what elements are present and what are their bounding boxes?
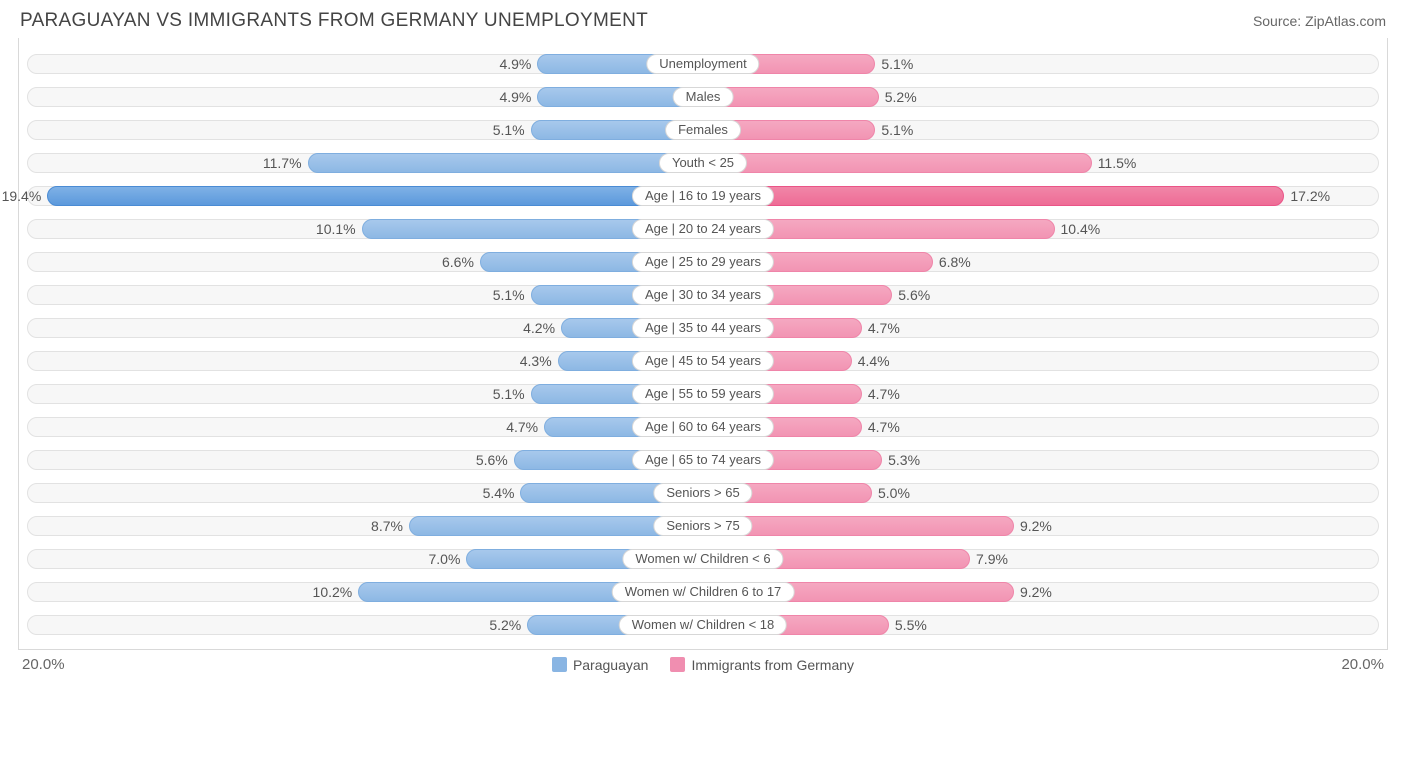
category-label: Age | 30 to 34 years (632, 285, 774, 305)
category-label: Age | 60 to 64 years (632, 417, 774, 437)
value-right: 6.8% (939, 252, 971, 272)
chart-row: 6.6% 6.8% Age | 25 to 29 years (27, 247, 1379, 277)
category-label: Seniors > 65 (653, 483, 752, 503)
value-right: 10.4% (1061, 219, 1101, 239)
chart-row: 5.6% 5.3% Age | 65 to 74 years (27, 445, 1379, 475)
chart-row: 10.1% 10.4% Age | 20 to 24 years (27, 214, 1379, 244)
value-right: 9.2% (1020, 516, 1052, 536)
chart-row: 19.4%17.2%Age | 16 to 19 years (27, 181, 1379, 211)
legend-item-right: Immigrants from Germany (670, 657, 854, 673)
value-left: 5.1% (493, 120, 525, 140)
value-left: 5.1% (493, 384, 525, 404)
value-right: 5.0% (878, 483, 910, 503)
legend-item-left: Paraguayan (552, 657, 649, 673)
category-label: Age | 16 to 19 years (632, 186, 774, 206)
bar-right (703, 153, 1092, 173)
value-right: 4.7% (868, 384, 900, 404)
category-label: Youth < 25 (659, 153, 747, 173)
category-label: Age | 65 to 74 years (632, 450, 774, 470)
axis-max-left: 20.0% (22, 656, 65, 673)
chart-row: 7.0% 7.9% Women w/ Children < 6 (27, 544, 1379, 574)
value-right: 4.7% (868, 417, 900, 437)
category-label: Women w/ Children < 6 (622, 549, 783, 569)
category-label: Age | 25 to 29 years (632, 252, 774, 272)
chart-row: 4.7% 4.7% Age | 60 to 64 years (27, 412, 1379, 442)
value-right: 5.1% (881, 120, 913, 140)
category-label: Age | 55 to 59 years (632, 384, 774, 404)
category-label: Females (665, 120, 741, 140)
chart-source: Source: ZipAtlas.com (1253, 13, 1386, 29)
legend-label-left: Paraguayan (573, 657, 649, 673)
chart-header: PARAGUAYAN VS IMMIGRANTS FROM GERMANY UN… (18, 10, 1388, 38)
category-label: Women w/ Children 6 to 17 (612, 582, 795, 602)
value-left: 4.2% (523, 318, 555, 338)
value-left: 10.2% (313, 582, 353, 602)
value-right: 4.7% (868, 318, 900, 338)
chart-row: 11.7% 11.5% Youth < 25 (27, 148, 1379, 178)
value-right: 5.1% (881, 54, 913, 74)
value-right: 11.5% (1098, 153, 1137, 173)
chart-row: 4.9% 5.1% Unemployment (27, 49, 1379, 79)
category-label: Seniors > 75 (653, 516, 752, 536)
category-label: Unemployment (646, 54, 759, 74)
value-left: 19.4% (2, 186, 42, 206)
category-label: Women w/ Children < 18 (619, 615, 787, 635)
value-right: 7.9% (976, 549, 1008, 569)
value-right: 5.3% (888, 450, 920, 470)
value-left: 6.6% (442, 252, 474, 272)
value-left: 4.7% (506, 417, 538, 437)
chart-row: 5.1% 5.6% Age | 30 to 34 years (27, 280, 1379, 310)
chart-title: PARAGUAYAN VS IMMIGRANTS FROM GERMANY UN… (20, 10, 648, 32)
legend-swatch-left (552, 657, 567, 672)
chart-row: 4.9% 5.2% Males (27, 82, 1379, 112)
bar-left (47, 186, 703, 206)
bar-left (308, 153, 703, 173)
legend-label-right: Immigrants from Germany (691, 657, 854, 673)
value-right: 5.6% (898, 285, 930, 305)
legend-swatch-right (670, 657, 685, 672)
value-right: 5.5% (895, 615, 927, 635)
chart-row: 5.2% 5.5% Women w/ Children < 18 (27, 610, 1379, 640)
category-label: Males (673, 87, 734, 107)
value-left: 5.4% (483, 483, 515, 503)
chart-row: 10.2% 9.2% Women w/ Children 6 to 17 (27, 577, 1379, 607)
value-left: 11.7% (263, 153, 302, 173)
value-left: 10.1% (316, 219, 356, 239)
value-left: 7.0% (428, 549, 460, 569)
value-left: 5.6% (476, 450, 508, 470)
bar-right (703, 186, 1284, 206)
chart-row: 8.7% 9.2% Seniors > 75 (27, 511, 1379, 541)
value-right: 9.2% (1020, 582, 1052, 602)
chart-row: 4.3% 4.4% Age | 45 to 54 years (27, 346, 1379, 376)
value-left: 4.9% (499, 87, 531, 107)
category-label: Age | 45 to 54 years (632, 351, 774, 371)
category-label: Age | 20 to 24 years (632, 219, 774, 239)
value-left: 8.7% (371, 516, 403, 536)
value-left: 5.2% (489, 615, 521, 635)
axis-max-right: 20.0% (1341, 656, 1384, 673)
chart-row: 4.2% 4.7% Age | 35 to 44 years (27, 313, 1379, 343)
legend: Paraguayan Immigrants from Germany (552, 657, 854, 673)
chart-row: 5.1% 5.1% Females (27, 115, 1379, 145)
value-left: 5.1% (493, 285, 525, 305)
chart-row: 5.1% 4.7% Age | 55 to 59 years (27, 379, 1379, 409)
value-left: 4.9% (499, 54, 531, 74)
value-right: 5.2% (885, 87, 917, 107)
chart-row: 5.4% 5.0% Seniors > 65 (27, 478, 1379, 508)
value-right: 4.4% (858, 351, 890, 371)
value-right: 17.2% (1290, 186, 1330, 206)
category-label: Age | 35 to 44 years (632, 318, 774, 338)
chart-plot-area: 4.9%5.1%Unemployment4.9%5.2%Males5.1%5.1… (18, 38, 1388, 650)
value-left: 4.3% (520, 351, 552, 371)
chart-footer: 20.0% Paraguayan Immigrants from Germany… (18, 650, 1388, 673)
